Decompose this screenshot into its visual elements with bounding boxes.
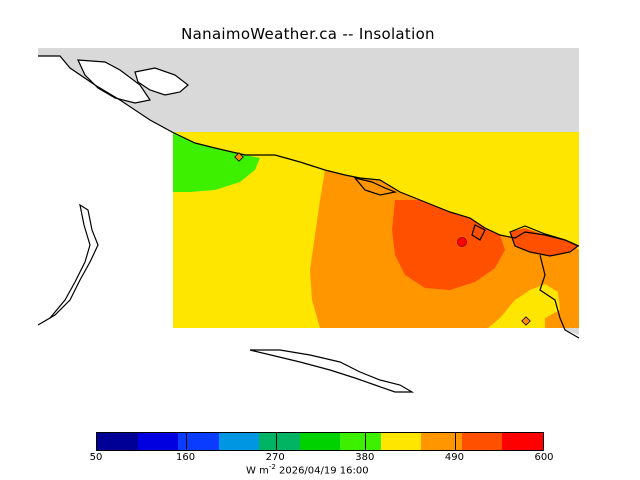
coastline-south-shore bbox=[539, 254, 580, 339]
mainland-land bbox=[38, 48, 579, 335]
colorbar-ticks: 50 160 270 380 490 600 bbox=[90, 450, 554, 464]
coastlines bbox=[37, 55, 580, 393]
marker-nanaimo bbox=[457, 237, 467, 247]
colorbar-tick-line bbox=[275, 433, 277, 450]
colorbar-segment bbox=[178, 433, 219, 450]
contour-green bbox=[173, 132, 260, 192]
colorbar-segment bbox=[502, 433, 544, 450]
coastline-island-west bbox=[37, 203, 99, 326]
units-prefix: W m bbox=[246, 465, 269, 477]
colorbar-segment bbox=[380, 433, 422, 450]
units-and-time: W m-2 2026/04/19 16:00 bbox=[246, 463, 369, 476]
contour-yellow-southeast bbox=[492, 284, 560, 328]
colorbar-tick-line bbox=[365, 433, 367, 450]
marker-northwest bbox=[234, 152, 244, 162]
colorbar-tick-label: 270 bbox=[265, 452, 285, 463]
marker-southeast bbox=[521, 316, 531, 326]
colorbar-tick-label: 50 bbox=[89, 452, 103, 463]
colorbar-segment bbox=[299, 433, 341, 450]
coastline-island-east bbox=[509, 225, 580, 257]
insolation-field bbox=[173, 132, 579, 328]
colorbar-segment bbox=[461, 433, 503, 450]
colorbar-segment bbox=[218, 433, 260, 450]
colorbar-segment bbox=[97, 433, 138, 450]
map-title: NanaimoWeather.ca -- Insolation bbox=[181, 25, 435, 43]
coastline-inlet bbox=[353, 177, 398, 196]
colorbar bbox=[96, 432, 544, 451]
colorbar-tick-line bbox=[454, 433, 456, 450]
colorbar-segment bbox=[421, 433, 462, 450]
valid-time: 2026/04/19 16:00 bbox=[278, 465, 369, 477]
colorbar-tick-label: 160 bbox=[176, 452, 196, 463]
colorbar-tick-label: 380 bbox=[355, 452, 375, 463]
colorbar-segment bbox=[259, 433, 300, 450]
colorbar-tick-label: 600 bbox=[534, 452, 554, 463]
island-north-2 bbox=[134, 67, 189, 96]
coastline-mainland bbox=[38, 55, 580, 247]
colorbar-segment bbox=[340, 433, 381, 450]
colorbar-tick-label: 490 bbox=[444, 452, 464, 463]
colorbar-tick-line bbox=[186, 433, 188, 450]
island-north-1 bbox=[77, 59, 151, 104]
units-exponent: -2 bbox=[268, 463, 276, 471]
coastline-islet bbox=[471, 224, 486, 241]
colorbar-segment bbox=[137, 433, 179, 450]
contour-orange-red-east bbox=[510, 228, 578, 256]
coastline-island-south bbox=[249, 349, 415, 393]
